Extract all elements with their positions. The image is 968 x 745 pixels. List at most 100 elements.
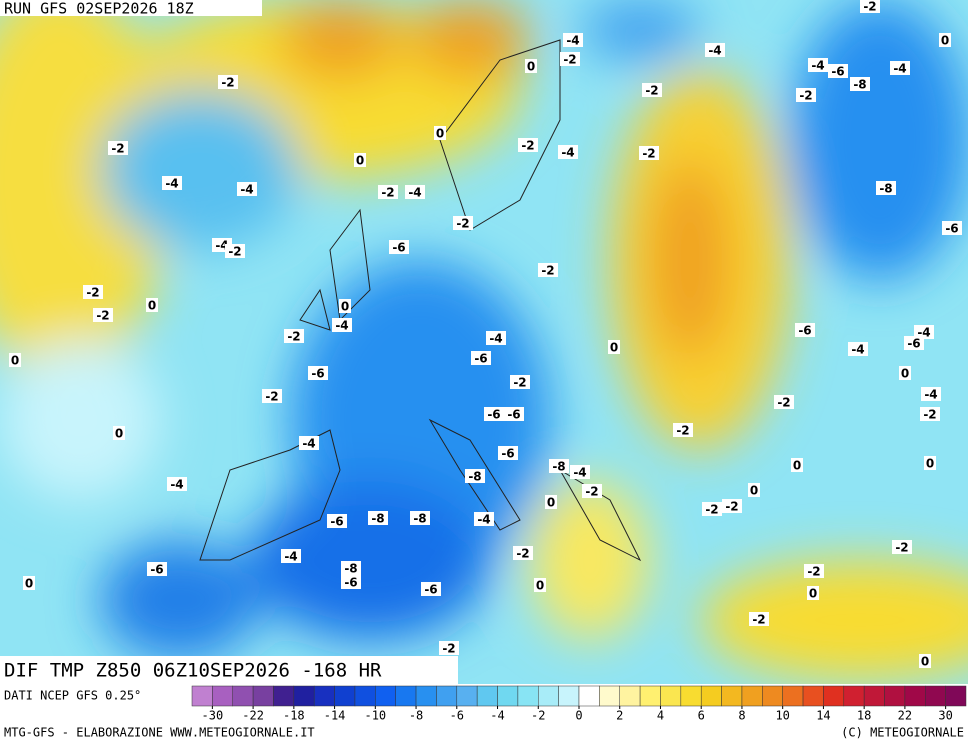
- colorbar-swatch: [700, 685, 722, 707]
- contour-label-box: [924, 456, 936, 470]
- colorbar-swatch: [823, 685, 845, 707]
- contour-label-box: [498, 446, 518, 460]
- colorbar-swatch: [660, 685, 682, 707]
- colorbar-label: -8: [409, 709, 423, 723]
- contour-label-box: [904, 336, 924, 350]
- contour-label-box: [167, 477, 187, 491]
- contour-label: -6: [311, 367, 324, 381]
- contour-label-box: [354, 153, 366, 167]
- colorbar-swatch: [375, 685, 396, 707]
- contour-label-box: [281, 549, 301, 563]
- contour-label: -6: [831, 65, 844, 79]
- colorbar-label: -14: [324, 709, 346, 723]
- colorbar-label: 2: [616, 709, 623, 723]
- colorbar-swatch: [354, 685, 376, 707]
- contour-label: -2: [777, 396, 790, 410]
- contour-label: -2: [725, 500, 738, 514]
- contour-label: -2: [585, 485, 598, 499]
- contour-label-box: [341, 575, 361, 589]
- contour-label-box: [113, 426, 125, 440]
- contour-label: -4: [335, 319, 348, 333]
- contour-label-box: [474, 512, 494, 526]
- footer-right: (C) METEOGIORNALE: [841, 726, 964, 740]
- contour-label: -2: [287, 330, 300, 344]
- colorbar-swatch: [232, 685, 254, 707]
- contour-label-box: [558, 145, 578, 159]
- contour-label-box: [899, 366, 911, 380]
- contour-label-box: [921, 387, 941, 401]
- contour-label: -8: [853, 78, 866, 92]
- contour-label: -2: [676, 424, 689, 438]
- header-box: [0, 0, 262, 16]
- contour-label: -4: [170, 478, 183, 492]
- colorbar-label: 18: [857, 709, 871, 723]
- contour-label-box: [421, 582, 441, 596]
- contour-label: -2: [381, 186, 394, 200]
- colorbar-swatch: [863, 685, 885, 707]
- contour-label: 0: [527, 60, 535, 74]
- colorbar-label: -22: [242, 709, 264, 723]
- contour-label-box: [484, 407, 504, 421]
- contour-label: -4: [240, 183, 253, 197]
- colorbar-swatch: [395, 685, 417, 707]
- colorbar-swatch: [191, 685, 213, 707]
- colorbar-label: 6: [698, 709, 705, 723]
- contour-label-box: [237, 182, 257, 196]
- colorbar-label: 4: [657, 709, 664, 723]
- contour-label: 0: [547, 496, 555, 510]
- contour-label-box: [410, 511, 430, 525]
- colorbar-swatch: [456, 685, 478, 707]
- contour-label: 0: [941, 34, 949, 48]
- contour-label-box: [939, 33, 951, 47]
- colorbar-swatch: [639, 685, 661, 707]
- colorbar-swatch: [415, 685, 437, 707]
- colorbar-label: 8: [738, 709, 745, 723]
- contour-label-box: [850, 77, 870, 91]
- colorbar-swatch: [476, 685, 498, 707]
- contour-label-box: [608, 340, 620, 354]
- colorbar-label: 0: [575, 709, 582, 723]
- contour-label-box: [262, 389, 282, 403]
- contour-label-box: [525, 59, 537, 73]
- contour-label-box: [518, 138, 538, 152]
- contour-label: 0: [356, 154, 364, 168]
- contour-label-box: [804, 564, 824, 578]
- contour-label: -2: [521, 139, 534, 153]
- contour-label: 0: [436, 127, 444, 141]
- contour-label: -2: [442, 642, 455, 656]
- contour-label: -2: [705, 503, 718, 517]
- contour-label-box: [545, 495, 557, 509]
- contour-label-box: [807, 586, 819, 600]
- contour-label: -2: [541, 264, 554, 278]
- contour-label-box: [108, 141, 128, 155]
- contour-label: -2: [807, 565, 820, 579]
- contour-label: -2: [642, 147, 655, 161]
- title-box: [0, 656, 458, 684]
- contour-label-box: [920, 407, 940, 421]
- contour-label: -4: [811, 59, 824, 73]
- contour-label-box: [439, 641, 459, 655]
- contour-label-box: [549, 459, 569, 473]
- contour-label-box: [225, 244, 245, 258]
- contour-label: -2: [221, 76, 234, 90]
- contour-label: -2: [228, 245, 241, 259]
- contour-label: 0: [536, 579, 544, 593]
- contour-label-box: [471, 351, 491, 365]
- contour-label-box: [791, 458, 803, 472]
- coastline: [199, 39, 642, 562]
- contour-label: 0: [341, 300, 349, 314]
- contour-label: -8: [413, 512, 426, 526]
- contour-label-box: [919, 654, 931, 668]
- contour-label-box: [434, 126, 446, 140]
- contour-label-box: [83, 285, 103, 299]
- contour-label: 0: [25, 577, 33, 591]
- contour-label-box: [93, 308, 113, 322]
- contour-label: -6: [501, 447, 514, 461]
- contour-label-box: [848, 342, 868, 356]
- contour-label-box: [702, 502, 722, 516]
- colorbar-label: 10: [775, 709, 789, 723]
- contour-label: -6: [150, 563, 163, 577]
- colorbar-swatch: [904, 685, 926, 707]
- contour-label: -8: [879, 182, 892, 196]
- footer-left: MTG-GFS - ELABORAZIONE WWW.METEOGIORNALE…: [4, 726, 315, 740]
